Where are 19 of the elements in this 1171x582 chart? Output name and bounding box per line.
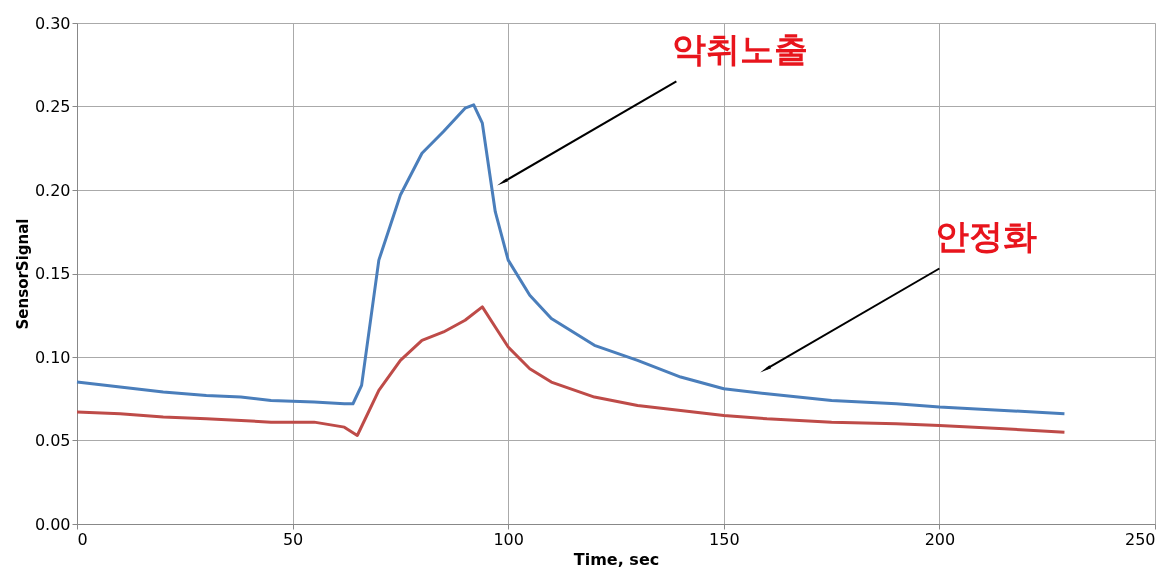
- y-tick-label: 0.20: [34, 180, 71, 200]
- line-series: [75, 305, 1066, 437]
- y-tick-label: 0.10: [34, 347, 71, 367]
- x-axis-title: Time, sec: [573, 549, 660, 569]
- x-tick-label: 0: [77, 529, 88, 549]
- y-tick-label: 0.05: [34, 431, 71, 450]
- y-tick-label: 0.15: [34, 264, 71, 283]
- annotation: 악취노출: [672, 29, 809, 70]
- x-tick-label: 200: [924, 529, 956, 549]
- x-tick-label: 250: [1124, 529, 1156, 549]
- annotation: 안정화: [935, 216, 1038, 257]
- y-tick-label: 0.00: [34, 514, 71, 534]
- x-tick-label: 150: [709, 529, 740, 549]
- x-tick-label: 50: [282, 529, 304, 549]
- y-axis-title: SensorSignal: [13, 218, 32, 330]
- x-tick-label: 100: [493, 529, 524, 549]
- line-series: [75, 103, 1066, 416]
- y-tick-label: 0.25: [34, 97, 71, 116]
- y-tick-label: 0.30: [34, 13, 71, 33]
